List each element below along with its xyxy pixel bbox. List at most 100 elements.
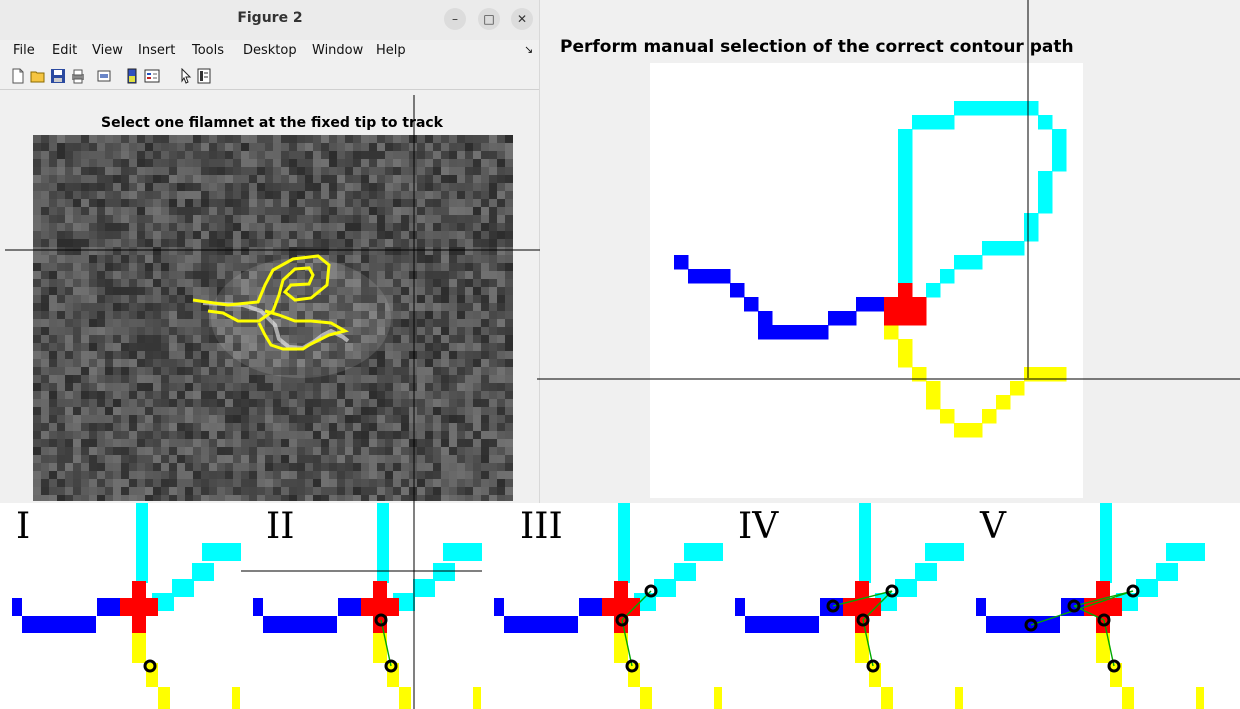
noise-pixel [305,319,313,327]
noise-pixel [57,311,65,319]
colorbar-icon[interactable] [124,68,140,84]
noise-pixel [65,207,73,215]
noise-pixel [409,167,417,175]
noise-pixel [441,167,449,175]
noise-pixel [49,391,57,399]
noise-pixel [129,143,137,151]
noise-pixel [241,287,249,295]
property-inspector-icon[interactable] [196,68,212,84]
noise-pixel [425,455,433,463]
noise-pixel [145,263,153,271]
noise-pixel [145,447,153,455]
noise-pixel [225,431,233,439]
noise-pixel [401,455,409,463]
noise-pixel [289,263,297,271]
minimize-button[interactable]: – [444,8,466,30]
noise-pixel [129,383,137,391]
menu-view[interactable]: View [92,43,123,58]
noise-pixel [481,487,489,495]
dock-arrow-icon[interactable]: ↘ [524,43,534,56]
noise-pixel [193,311,201,319]
noise-pixel [337,383,345,391]
noise-pixel [217,247,225,255]
noise-pixel [361,207,369,215]
noise-pixel [217,183,225,191]
noise-pixel [265,183,273,191]
noise-pixel [505,479,513,487]
noise-pixel [473,303,481,311]
noise-pixel [169,455,177,463]
noise-pixel [337,487,345,495]
noise-pixel [329,239,337,247]
noise-pixel [49,455,57,463]
noise-pixel [193,399,201,407]
noise-pixel [449,391,457,399]
noise-pixel [393,351,401,359]
legend-icon[interactable] [144,68,160,84]
contour-plot-axes[interactable] [650,63,1083,498]
noise-pixel [417,215,425,223]
noise-pixel [233,495,241,501]
noise-pixel [257,247,265,255]
close-button[interactable]: ✕ [511,8,533,30]
noise-pixel [393,495,401,501]
noise-pixel [281,159,289,167]
noise-pixel [361,487,369,495]
noise-pixel [481,447,489,455]
noise-pixel [457,271,465,279]
noise-pixel [457,399,465,407]
noise-pixel [41,423,49,431]
noise-pixel [105,455,113,463]
menu-edit[interactable]: Edit [52,43,78,58]
noise-pixel [193,287,201,295]
noise-pixel [33,295,41,303]
print-icon[interactable] [70,68,86,84]
noise-pixel [361,239,369,247]
menu-help[interactable]: Help [376,43,406,58]
noise-pixel [465,399,473,407]
noise-pixel [385,335,393,343]
noise-pixel [465,375,473,383]
noise-pixel [481,407,489,415]
noise-pixel [121,343,129,351]
noise-pixel [393,367,401,375]
save-icon[interactable] [50,68,66,84]
noise-pixel [353,263,361,271]
noise-pixel [65,383,73,391]
noise-pixel [497,263,505,271]
noise-pixel [393,415,401,423]
noise-pixel [305,399,313,407]
noise-pixel [417,367,425,375]
noise-pixel [425,383,433,391]
pointer-icon[interactable] [178,68,194,84]
noise-pixel [425,343,433,351]
open-file-icon[interactable] [30,68,46,84]
new-figure-icon[interactable] [10,68,26,84]
window-titlebar[interactable]: Figure 2 – □ ✕ [0,0,539,40]
noise-pixel [481,319,489,327]
noise-pixel [121,199,129,207]
noise-pixel [81,271,89,279]
noise-pixel [73,215,81,223]
menu-window[interactable]: Window [312,43,364,58]
noise-pixel [329,447,337,455]
window-crosshair [5,95,540,503]
filament-image-axes[interactable] [33,135,513,501]
noise-pixel [153,287,161,295]
noise-pixel [401,279,409,287]
maximize-button[interactable]: □ [478,8,500,30]
noise-pixel [305,463,313,471]
noise-pixel [265,447,273,455]
print-preview-icon[interactable] [96,68,112,84]
noise-pixel [449,215,457,223]
noise-pixel [425,231,433,239]
menu-insert[interactable]: Insert [138,43,176,58]
noise-pixel [249,279,257,287]
noise-pixel [105,295,113,303]
menu-tools[interactable]: Tools [192,43,225,58]
noise-pixel [169,215,177,223]
noise-pixel [369,439,377,447]
cyan-contour-pixel [1166,543,1205,561]
menu-file[interactable]: File [13,43,35,58]
menu-desktop[interactable]: Desktop [243,43,297,58]
